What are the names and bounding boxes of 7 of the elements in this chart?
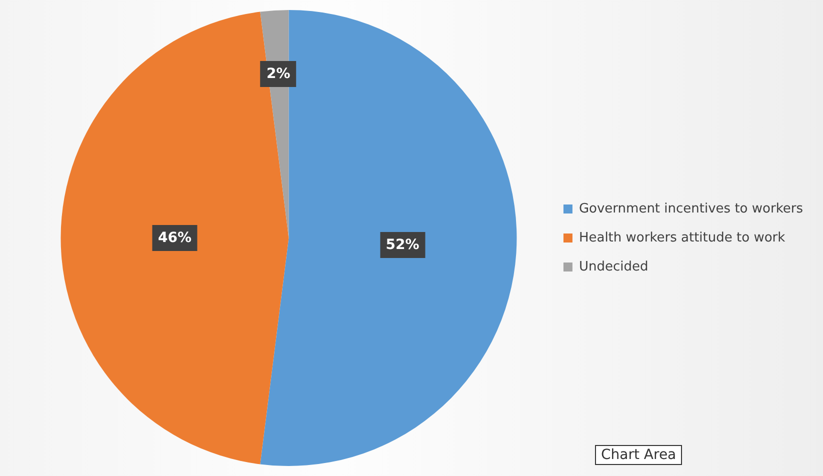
legend-label: Undecided — [578, 259, 648, 274]
data-label: 2% — [260, 61, 296, 88]
legend-label: Health workers attitude to work — [578, 230, 786, 246]
text: Chart Area — [595, 445, 682, 465]
data-label: 52% — [380, 232, 426, 258]
data-label: 46% — [152, 225, 198, 251]
legend-label: Government incentives to workers — [578, 201, 804, 216]
